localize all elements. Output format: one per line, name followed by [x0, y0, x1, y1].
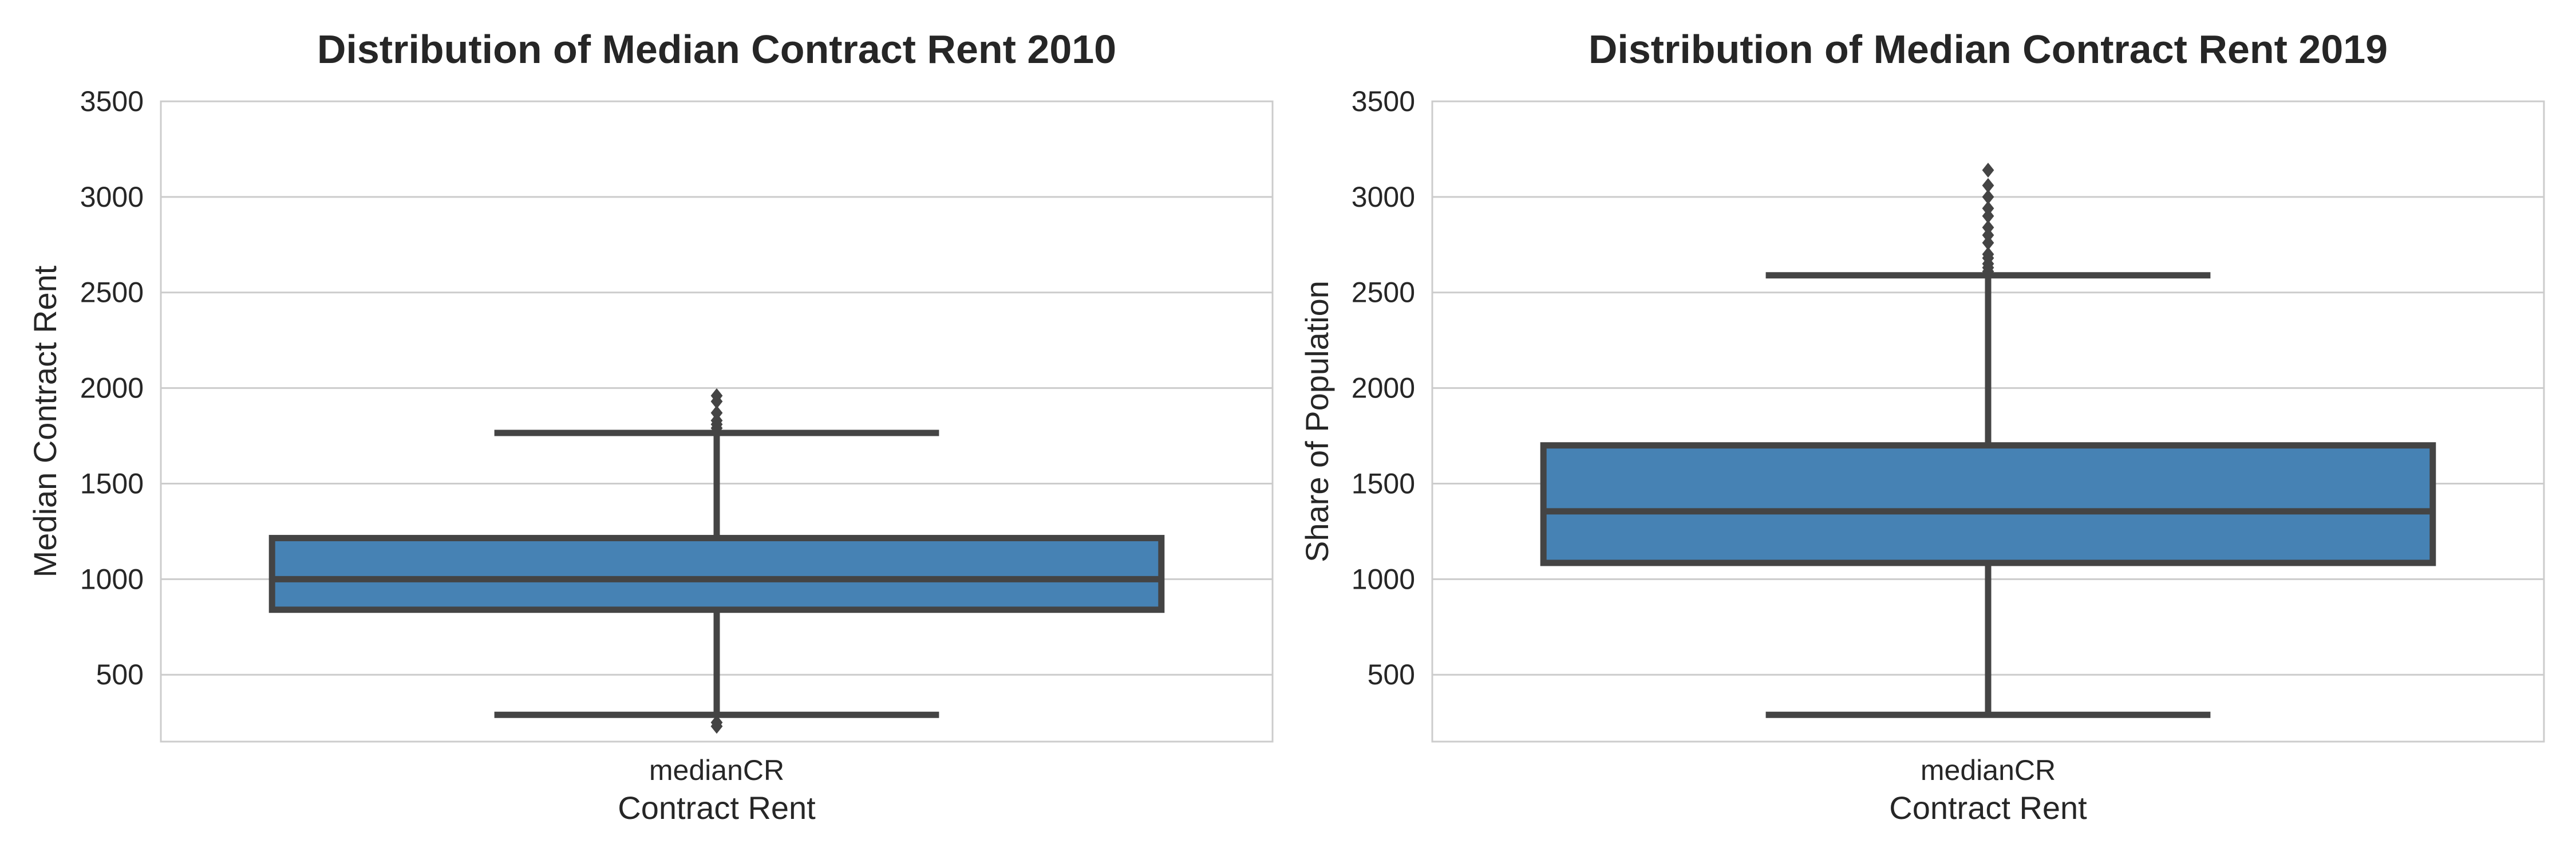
y-tick-label: 500 — [96, 659, 144, 691]
y-tick-label: 2000 — [1352, 372, 1415, 404]
x-axis-label-2019: Contract Rent — [1889, 790, 2087, 826]
outlier-point — [710, 388, 723, 403]
y-axis-label-2010: Median Contract Rent — [27, 265, 63, 577]
chart-title-2010: Distribution of Median Contract Rent 201… — [317, 27, 1116, 72]
y-tick-label: 2500 — [80, 277, 144, 309]
outlier-point — [710, 715, 723, 730]
y-tick-label: 500 — [1368, 659, 1415, 691]
chart-title-2019: Distribution of Median Contract Rent 201… — [1589, 27, 2388, 72]
x-tick-labels-2019: medianCR — [1921, 754, 2056, 786]
y-tick-labels-2010: 500 1000 1500 2000 2500 3000 3500 — [80, 85, 144, 691]
outlier-point — [1982, 235, 1994, 250]
y-tick-label: 1500 — [1352, 467, 1415, 499]
box-plot-2010: 500 1000 1500 2000 2500 3000 3500 medianCR Dis… — [27, 27, 1274, 826]
outlier-point — [1982, 200, 1994, 216]
y-tick-label: 3500 — [1352, 85, 1415, 117]
outlier-point — [1982, 189, 1994, 204]
y-tick-label: 1000 — [80, 563, 144, 595]
y-axis-label-2019: Share of Population — [1299, 281, 1335, 562]
x-axis-label-2010: Contract Rent — [618, 790, 816, 826]
y-tick-label: 3000 — [80, 181, 144, 213]
outlier-point — [1982, 208, 1994, 224]
x-tick-label: medianCR — [649, 754, 784, 786]
outlier-point — [710, 405, 723, 420]
outlier-point — [1982, 178, 1994, 193]
y-tick-label: 2500 — [1352, 277, 1415, 309]
x-tick-label: medianCR — [1921, 754, 2056, 786]
y-tick-label: 3500 — [80, 85, 144, 117]
iqr-box — [268, 535, 1165, 613]
y-tick-labels-2019: 500 1000 1500 2000 2500 3000 3500 — [1352, 85, 1415, 691]
outlier-point — [1982, 163, 1994, 178]
y-tick-label: 1500 — [80, 467, 144, 499]
boxes-2010 — [268, 388, 1165, 734]
outlier-point — [1982, 246, 1994, 262]
outlier-point — [1982, 227, 1994, 243]
iqr-box — [1540, 442, 2436, 566]
outlier-point — [710, 413, 723, 428]
y-tick-label: 3000 — [1352, 181, 1415, 213]
boxes-2019 — [1540, 163, 2436, 718]
box-plot-2019: 500 1000 1500 2000 2500 3000 3500 medianCR Dis… — [1299, 27, 2545, 826]
outlier-point — [1982, 220, 1994, 235]
x-tick-labels-2010: medianCR — [649, 754, 784, 786]
y-tick-label: 1000 — [1352, 563, 1415, 595]
y-tick-label: 2000 — [80, 372, 144, 404]
